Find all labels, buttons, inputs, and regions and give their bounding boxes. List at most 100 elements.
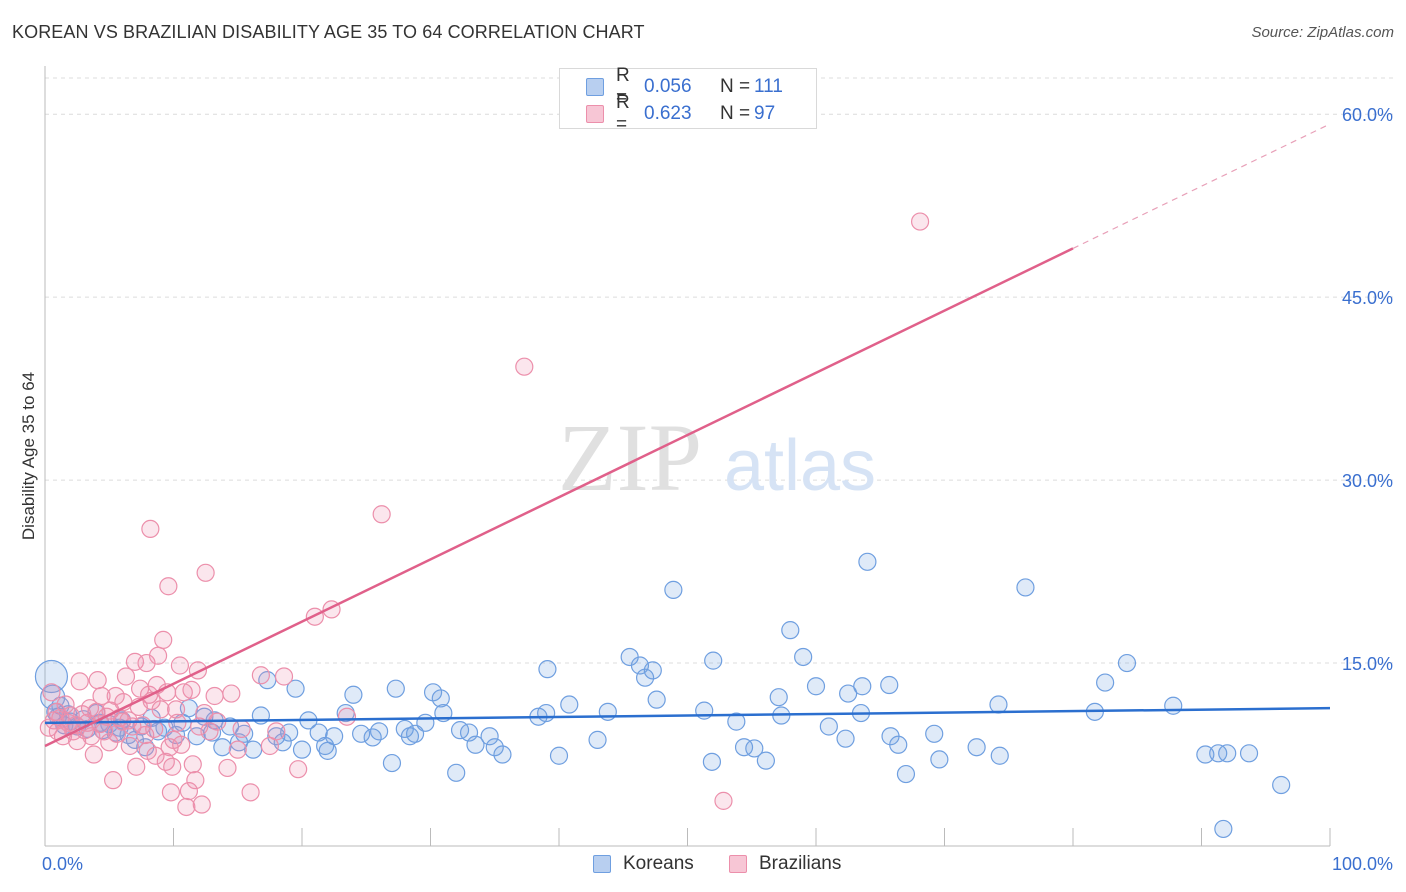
brazilian-trend-line xyxy=(44,247,1074,748)
brazilian-point xyxy=(116,667,136,686)
korean-point xyxy=(896,764,916,784)
axes xyxy=(44,66,1331,847)
brazilian-point xyxy=(70,672,89,691)
korean-point xyxy=(370,722,389,741)
brazilian-point xyxy=(88,671,107,690)
korean-point xyxy=(431,689,450,708)
y-tick-label: 15.0% xyxy=(1342,654,1393,674)
brazilian-point xyxy=(154,630,173,649)
brazilian-point xyxy=(222,684,241,703)
brazilian-point xyxy=(232,719,251,739)
korean-point xyxy=(235,724,254,743)
korean-point xyxy=(967,738,986,757)
korean-point xyxy=(858,552,877,571)
korean-point xyxy=(588,730,607,749)
korean-point xyxy=(839,684,858,703)
korean-point xyxy=(549,746,569,765)
brazilian-point xyxy=(84,745,103,764)
brazilian-point xyxy=(241,783,260,802)
chart-source: Source: ZipAtlas.com xyxy=(1251,24,1394,41)
brazilian-trend-extension xyxy=(1072,123,1331,249)
y-tick-label: 30.0% xyxy=(1342,471,1393,491)
korean-point xyxy=(647,690,666,709)
brazilian-point xyxy=(183,755,202,774)
brazilian-point xyxy=(515,357,534,376)
brazilian-point xyxy=(177,797,196,817)
brazilian-point xyxy=(146,746,165,765)
korean-point xyxy=(853,677,872,696)
korean-point xyxy=(925,724,944,743)
korean-point xyxy=(466,735,485,754)
legend-item-koreans[interactable]: Koreans xyxy=(593,852,694,876)
brazilian-point xyxy=(172,735,191,754)
korean-point xyxy=(819,717,838,736)
korean-point xyxy=(781,621,800,640)
legend-item-brazilians[interactable]: Brazilians xyxy=(729,852,841,876)
korean-point xyxy=(286,679,305,698)
korean-point xyxy=(416,713,435,732)
brazilian-point xyxy=(192,795,211,814)
brazilian-point xyxy=(910,212,930,231)
korean-point xyxy=(244,740,263,759)
korean-point xyxy=(537,703,556,723)
brazilian-points xyxy=(39,212,930,817)
legend-label-brazilians: Brazilians xyxy=(759,853,842,874)
brazilian-point xyxy=(182,680,201,699)
brazilian-point xyxy=(56,695,75,714)
legend-swatch-brazilians xyxy=(586,105,604,123)
korean-point xyxy=(756,751,775,770)
brazilian-point xyxy=(125,652,145,671)
brazilian-point xyxy=(228,740,247,759)
legend-r-value-brazilians: 0.623 xyxy=(644,103,692,124)
x-tick-label: 0.0% xyxy=(42,854,83,874)
korean-point xyxy=(447,763,466,782)
korean-point xyxy=(880,675,899,695)
x-tick-label: 100.0% xyxy=(1332,854,1393,874)
korean-point xyxy=(889,735,908,754)
brazilian-point xyxy=(148,646,168,665)
korean-point xyxy=(1218,744,1237,763)
chart-title: KOREAN VS BRAZILIAN DISABILITY AGE 35 TO… xyxy=(12,22,645,42)
brazilian-point xyxy=(159,577,178,596)
korean-point xyxy=(727,712,746,731)
korean-point xyxy=(493,745,512,764)
korean-point xyxy=(1196,745,1215,764)
brazilian-point xyxy=(151,700,170,719)
korean-point xyxy=(1164,696,1183,715)
legend-swatch-koreans xyxy=(586,78,604,96)
korean-point xyxy=(1117,653,1137,673)
y-tick-label: 45.0% xyxy=(1342,288,1393,308)
brazilian-point xyxy=(205,686,224,706)
gridlines xyxy=(45,77,1395,664)
korean-point xyxy=(1272,775,1291,795)
brazilian-point xyxy=(42,683,61,702)
korean-point xyxy=(989,695,1008,714)
brazilian-point xyxy=(120,736,139,756)
brazilian-point xyxy=(163,757,182,776)
brazilian-point xyxy=(136,725,155,745)
watermark: ZIP atlas xyxy=(558,404,876,511)
korean-point xyxy=(382,753,402,773)
korean-point xyxy=(664,580,683,599)
korean-point xyxy=(1214,819,1233,839)
korean-point xyxy=(702,752,722,771)
brazilian-point xyxy=(200,722,219,741)
brazilian-point xyxy=(166,700,186,719)
korean-point xyxy=(229,733,249,752)
korean-point xyxy=(635,668,655,687)
korean-point xyxy=(930,750,949,769)
y-tick-label: 60.0% xyxy=(1342,105,1393,125)
legend-n-label: N = xyxy=(720,76,751,97)
brazilian-point xyxy=(127,757,146,776)
brazilian-point xyxy=(196,563,215,582)
korean-trend-line xyxy=(44,706,1331,725)
korean-point xyxy=(769,688,788,707)
brazilian-point xyxy=(267,722,286,741)
korean-point xyxy=(794,647,813,667)
brazilian-point xyxy=(179,782,199,801)
legend-n-value-brazilians: 97 xyxy=(754,103,776,124)
brazilian-point xyxy=(92,686,111,706)
korean-point xyxy=(990,746,1009,765)
legend-swatch-koreans xyxy=(593,855,611,873)
